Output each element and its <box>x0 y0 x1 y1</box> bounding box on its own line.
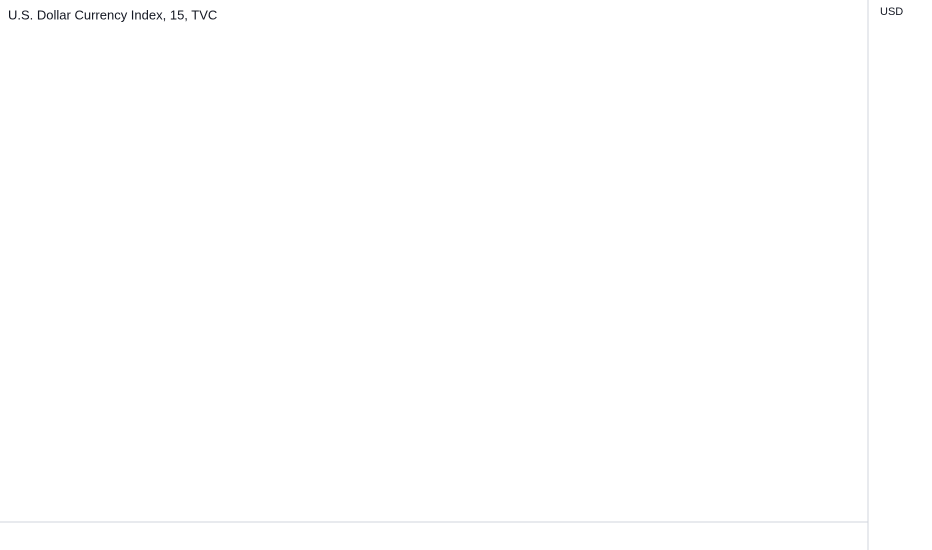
currency: USD <box>880 6 903 18</box>
chart-title: U.S. Dollar Currency Index, 15, TVC <box>8 7 217 22</box>
